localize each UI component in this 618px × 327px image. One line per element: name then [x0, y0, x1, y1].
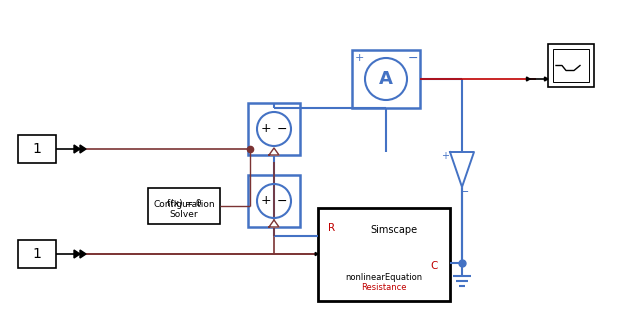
Bar [352, 50, 420, 108]
Text: 1: 1 [33, 142, 41, 156]
Text: f(x) = 0: f(x) = 0 [167, 198, 201, 208]
Bar [18, 135, 56, 163]
Text: +: + [261, 123, 271, 135]
Bar [548, 44, 594, 87]
Bar [318, 208, 450, 301]
Bar [248, 175, 300, 227]
Text: +: + [441, 151, 449, 161]
Polygon shape [315, 252, 318, 256]
Text: +: + [354, 53, 363, 63]
Text: +: + [261, 195, 271, 208]
Bar [248, 103, 300, 155]
Polygon shape [450, 152, 474, 187]
Text: −: − [277, 123, 287, 135]
Text: Configuration: Configuration [153, 200, 215, 209]
Polygon shape [269, 220, 279, 227]
Polygon shape [269, 148, 279, 155]
Polygon shape [80, 145, 86, 153]
Text: −: − [277, 195, 287, 208]
Text: A: A [379, 70, 393, 88]
Text: nonlinearEquation: nonlinearEquation [345, 273, 423, 283]
Text: R: R [328, 223, 336, 233]
Text: C: C [430, 261, 438, 271]
Text: Solver: Solver [170, 210, 198, 219]
Text: Simscape: Simscape [370, 225, 418, 235]
Polygon shape [74, 250, 80, 258]
Bar [553, 49, 589, 82]
Text: Resistance: Resistance [362, 284, 407, 292]
Bar [18, 240, 56, 268]
Polygon shape [80, 250, 86, 258]
Text: −: − [408, 51, 418, 64]
Polygon shape [527, 77, 530, 81]
Polygon shape [544, 77, 548, 81]
Bar [148, 188, 220, 224]
Text: −: − [460, 187, 470, 197]
Polygon shape [74, 145, 80, 153]
Text: 1: 1 [33, 247, 41, 261]
